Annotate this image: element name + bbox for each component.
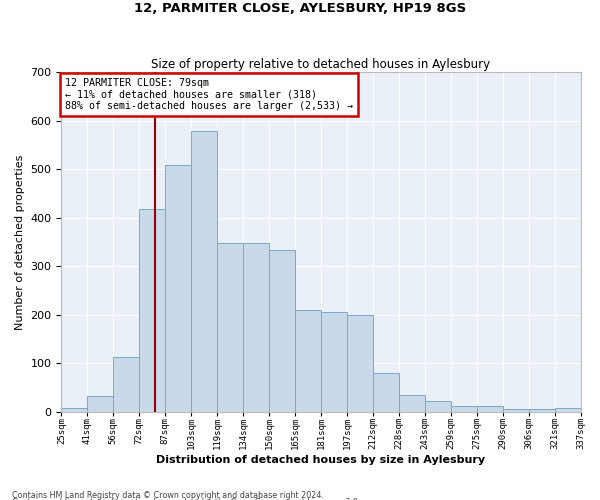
Y-axis label: Number of detached properties: Number of detached properties <box>15 154 25 330</box>
Bar <box>165 166 191 412</box>
Bar <box>191 132 217 411</box>
Bar <box>554 408 581 412</box>
Bar <box>243 243 269 412</box>
Bar <box>529 409 554 412</box>
Bar <box>503 409 529 412</box>
Bar <box>295 310 321 412</box>
Text: Contains public sector information licensed under the Open Government Licence v3: Contains public sector information licen… <box>12 498 361 500</box>
Bar <box>425 401 451 411</box>
Title: Size of property relative to detached houses in Aylesbury: Size of property relative to detached ho… <box>151 58 491 71</box>
Bar <box>399 394 425 411</box>
Text: 12, PARMITER CLOSE, AYLESBURY, HP19 8GS: 12, PARMITER CLOSE, AYLESBURY, HP19 8GS <box>134 2 466 16</box>
Bar <box>347 314 373 412</box>
Bar <box>373 373 399 412</box>
Bar <box>61 408 88 412</box>
Bar <box>217 243 243 412</box>
Bar <box>476 406 503 411</box>
Bar <box>139 209 165 412</box>
Bar <box>321 312 347 412</box>
Bar <box>88 396 113 411</box>
Text: Contains HM Land Registry data © Crown copyright and database right 2024.: Contains HM Land Registry data © Crown c… <box>12 490 324 500</box>
Text: 12 PARMITER CLOSE: 79sqm
← 11% of detached houses are smaller (318)
88% of semi-: 12 PARMITER CLOSE: 79sqm ← 11% of detach… <box>65 78 353 111</box>
Bar <box>113 357 139 412</box>
X-axis label: Distribution of detached houses by size in Aylesbury: Distribution of detached houses by size … <box>157 455 485 465</box>
Bar <box>451 406 476 411</box>
Bar <box>269 250 295 412</box>
